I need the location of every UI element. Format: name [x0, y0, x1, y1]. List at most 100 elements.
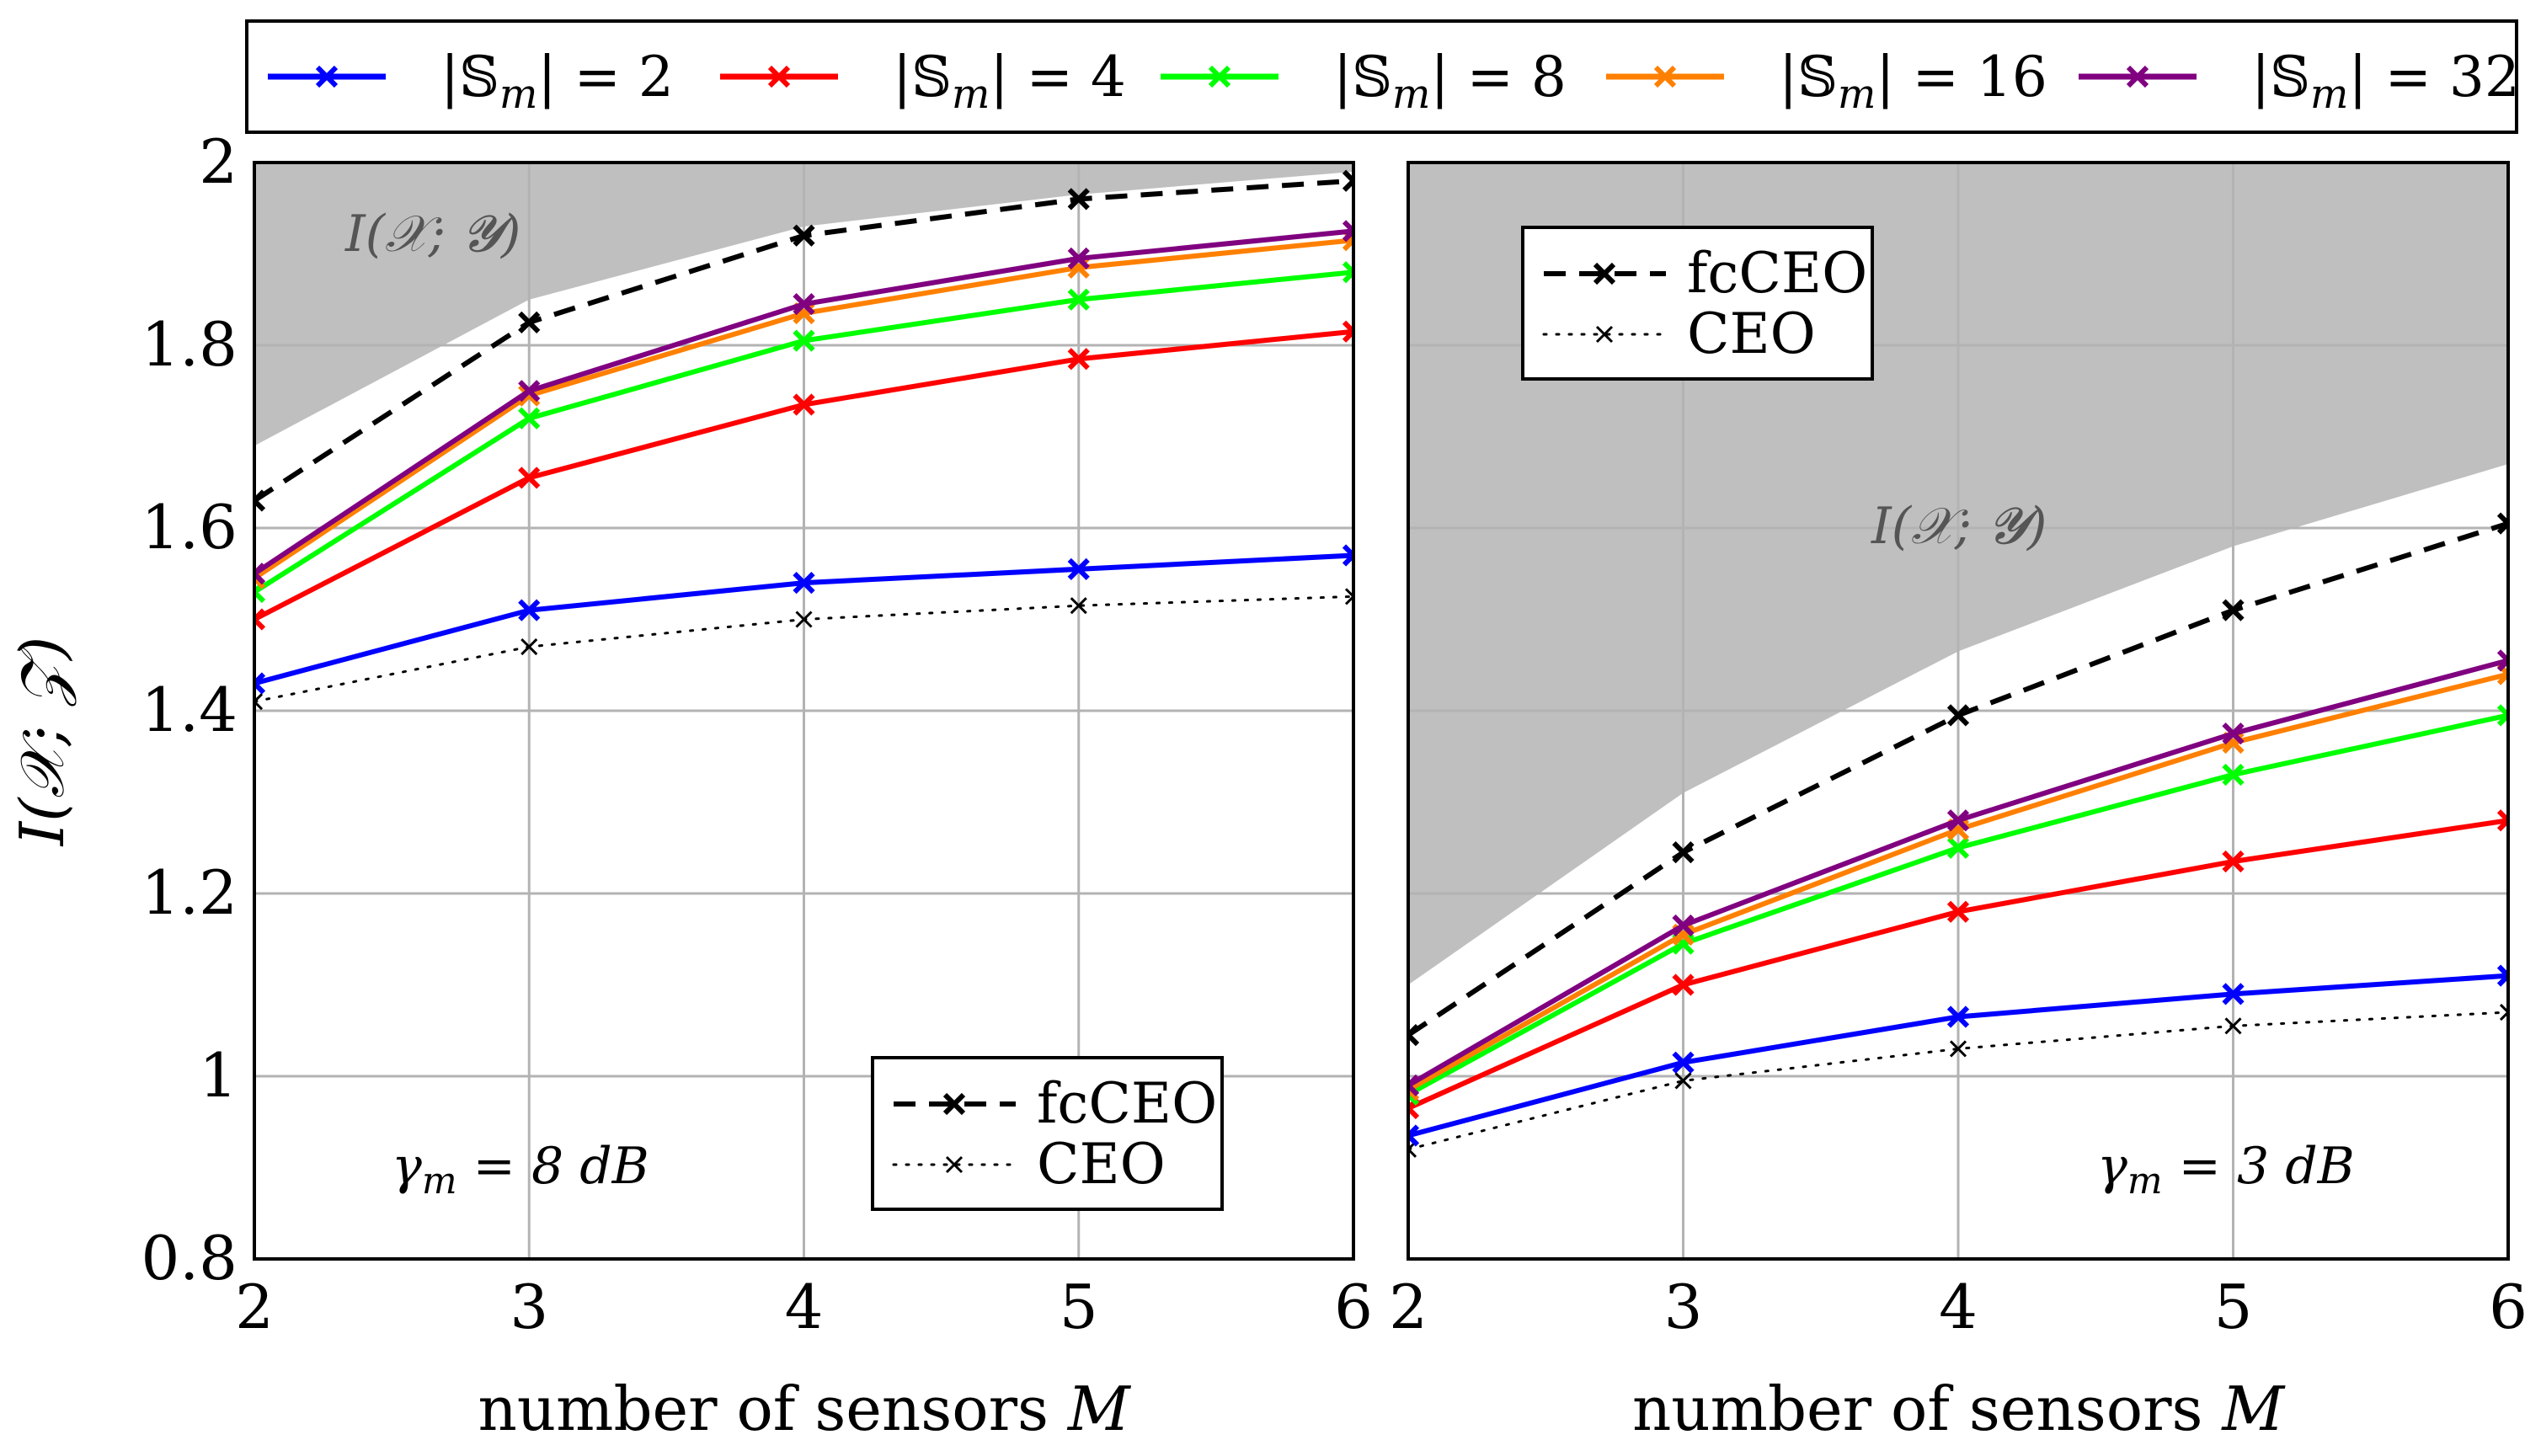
data-point: [1067, 247, 1090, 270]
inner-legend-frame: [1521, 226, 1874, 381]
data-point: [1067, 557, 1090, 580]
data-point: [254, 672, 266, 695]
data-point: [1672, 973, 1695, 996]
data-point: [793, 393, 815, 416]
data-point: [1672, 1051, 1695, 1074]
x-tick-label: 5: [1060, 1272, 1098, 1342]
x-tick-label: 4: [785, 1272, 824, 1342]
data-point: [518, 311, 541, 333]
data-point: [518, 407, 541, 429]
data-point: [2222, 850, 2245, 873]
y-tick-label: 1: [199, 1040, 238, 1111]
data-point: [518, 467, 541, 489]
data-point: [1946, 836, 1970, 859]
data-point: [1946, 704, 1970, 727]
data-point: [1070, 597, 1087, 615]
x-tick-label: 3: [510, 1272, 548, 1342]
data-point: [793, 224, 815, 247]
top-legend-marker: [1208, 65, 1231, 88]
panel-right: 2 3 4 5 6 number of sensors M I(𝒳; 𝓨) γm = 3 dB…: [1389, 161, 2528, 1444]
data-point: [1342, 169, 1353, 192]
top-legend: |𝕊m| = 2 |𝕊m| = 4 |𝕊m| = 8 |𝕊m| = 16 |𝕊m| = …: [245, 19, 2520, 134]
data-point: [518, 599, 541, 621]
data-point: [793, 571, 815, 595]
inner-legend-label: CEO: [1037, 1132, 1166, 1197]
gamma-annotation: γm = 3 dB: [2097, 1137, 2355, 1203]
data-point: [2496, 964, 2508, 987]
top-legend-label: |𝕊m| = 32: [2251, 45, 2520, 118]
top-legend-marker: [1653, 65, 1677, 88]
series-group: [1408, 512, 2508, 1158]
data-point: [1342, 544, 1353, 567]
data-point: [1342, 220, 1353, 243]
inner-legend-marker: [942, 1092, 966, 1116]
grid: [254, 163, 1353, 1259]
x-tick-label: 6: [1334, 1272, 1373, 1342]
data-point: [1408, 1124, 1420, 1147]
gamma-annotation: γm = 8 dB: [392, 1137, 649, 1203]
data-point: [1946, 809, 1970, 832]
top-legend-label: |𝕊m| = 16: [1779, 45, 2047, 118]
data-point: [1672, 914, 1695, 937]
data-point: [1949, 1040, 1967, 1058]
data-point: [1342, 261, 1353, 284]
y-axis-label: I(𝒳; 𝒵): [7, 637, 77, 847]
inner-legend-frame: [871, 1056, 1224, 1211]
data-point: [1067, 348, 1090, 371]
top-legend-marker: [315, 65, 339, 88]
data-point: [1067, 188, 1090, 211]
data-point: [795, 611, 813, 628]
data-point: [2222, 599, 2245, 621]
plot-frame: [1407, 161, 2510, 1261]
data-point: [518, 380, 541, 403]
x-tick-label: 3: [1664, 1272, 1703, 1342]
y-tick-label: 1.2: [141, 857, 238, 928]
y-tick-label: 1.8: [141, 309, 238, 380]
data-point: [1408, 1140, 1417, 1158]
data-point: [793, 329, 815, 352]
x-tick-label: 2: [1389, 1272, 1428, 1342]
top-legend-label: |𝕊m| = 8: [1333, 45, 1567, 118]
data-point: [1672, 841, 1695, 864]
data-point: [2222, 983, 2245, 1005]
x-tick-label: 5: [2214, 1272, 2253, 1342]
data-point: [2496, 704, 2508, 727]
top-legend-label: |𝕊m| = 4: [893, 45, 1126, 118]
data-point: [1342, 320, 1353, 343]
data-point: [1067, 288, 1090, 311]
top-legend-marker: [767, 65, 791, 88]
data-point: [2222, 763, 2245, 787]
y-tick-label: 2: [199, 126, 238, 197]
data-point: [254, 563, 266, 585]
shaded-region-label: I(𝒳; 𝓨): [344, 205, 520, 264]
series-group: [254, 169, 1353, 711]
x-tick-label: 4: [1939, 1272, 1978, 1342]
data-point: [254, 693, 264, 711]
data-point: [520, 637, 538, 656]
data-point: [793, 293, 815, 316]
inner-legend-label: CEO: [1687, 301, 1816, 366]
inner-legend-label: fcCEO: [1037, 1071, 1217, 1136]
y-tick-label: 1.6: [141, 492, 238, 563]
data-point: [1408, 1074, 1420, 1096]
data-point: [2496, 809, 2508, 832]
inner-legend-marker: [945, 1155, 964, 1174]
y-tick-label: 0.8: [141, 1223, 238, 1293]
x-axis-label: number of sensors M: [478, 1373, 1131, 1444]
data-point: [254, 489, 266, 512]
top-legend-marker: [2126, 65, 2149, 88]
shaded-region-label: I(𝒳; 𝓨): [1871, 497, 2047, 556]
data-point: [1408, 1024, 1420, 1047]
data-point: [1946, 1005, 1970, 1028]
top-legend-label: |𝕊m| = 2: [440, 45, 674, 118]
series-line-ceo: [1408, 1011, 2508, 1151]
data-point: [2222, 723, 2245, 745]
data-point: [254, 608, 266, 631]
inner-legend-label: fcCEO: [1687, 241, 1867, 306]
data-point: [1946, 900, 1970, 923]
data-point: [2496, 649, 2508, 672]
data-point: [1674, 1072, 1692, 1090]
